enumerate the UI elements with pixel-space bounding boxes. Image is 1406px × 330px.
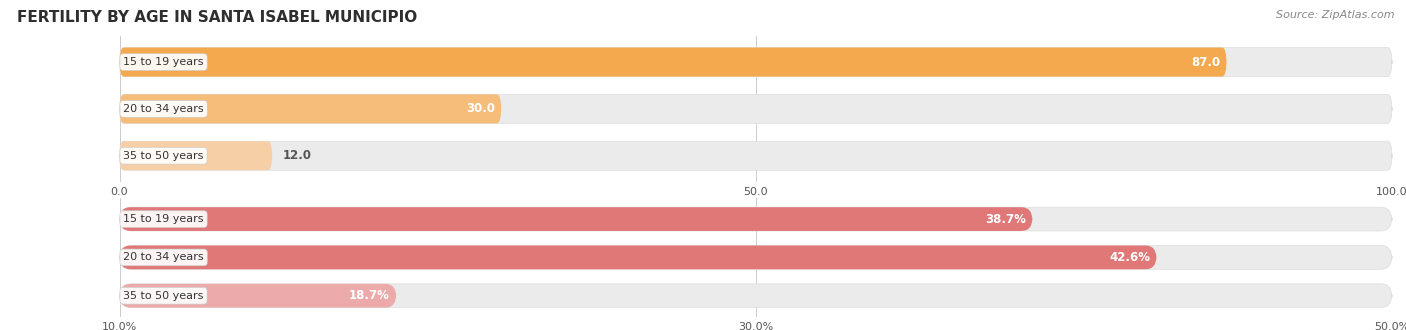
FancyBboxPatch shape: [120, 141, 273, 170]
Text: 18.7%: 18.7%: [349, 289, 389, 302]
Text: 12.0: 12.0: [283, 149, 311, 162]
Text: FERTILITY BY AGE IN SANTA ISABEL MUNICIPIO: FERTILITY BY AGE IN SANTA ISABEL MUNICIP…: [17, 10, 418, 25]
Text: 20 to 34 years: 20 to 34 years: [124, 104, 204, 114]
Text: 35 to 50 years: 35 to 50 years: [124, 151, 204, 161]
FancyBboxPatch shape: [120, 284, 1392, 308]
FancyBboxPatch shape: [120, 48, 1392, 77]
Text: 30.0: 30.0: [465, 102, 495, 115]
Text: 42.6%: 42.6%: [1109, 251, 1150, 264]
Text: 15 to 19 years: 15 to 19 years: [124, 57, 204, 67]
Text: 20 to 34 years: 20 to 34 years: [124, 252, 204, 262]
FancyBboxPatch shape: [120, 246, 1392, 269]
Text: 35 to 50 years: 35 to 50 years: [124, 291, 204, 301]
FancyBboxPatch shape: [120, 94, 502, 123]
FancyBboxPatch shape: [120, 48, 1226, 77]
Text: Source: ZipAtlas.com: Source: ZipAtlas.com: [1277, 10, 1395, 20]
FancyBboxPatch shape: [120, 207, 1032, 231]
FancyBboxPatch shape: [120, 284, 396, 308]
FancyBboxPatch shape: [120, 246, 1157, 269]
Text: 38.7%: 38.7%: [986, 213, 1026, 226]
FancyBboxPatch shape: [120, 141, 1392, 170]
FancyBboxPatch shape: [120, 94, 1392, 123]
Text: 87.0: 87.0: [1191, 55, 1220, 69]
Text: 15 to 19 years: 15 to 19 years: [124, 214, 204, 224]
FancyBboxPatch shape: [120, 207, 1392, 231]
